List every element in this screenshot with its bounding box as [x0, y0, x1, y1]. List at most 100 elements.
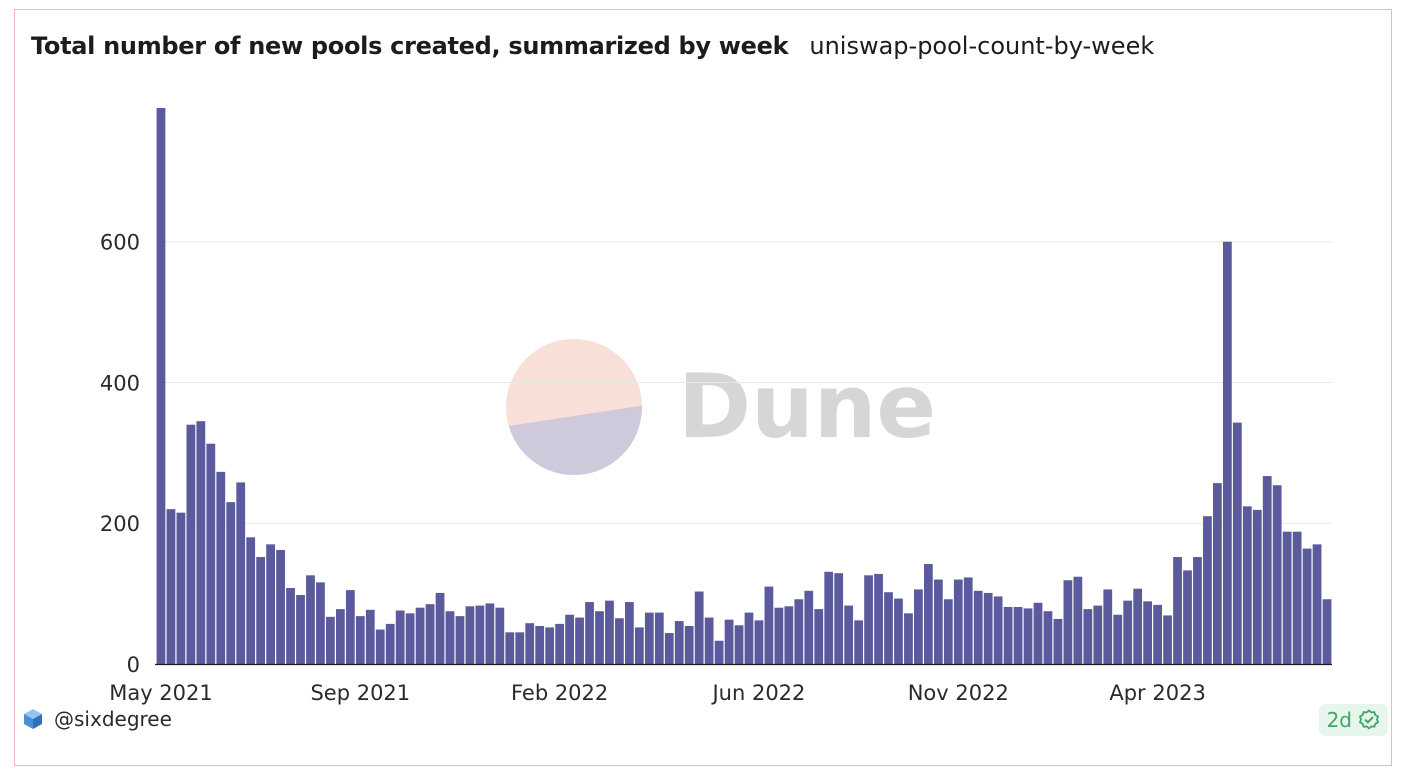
bar[interactable] — [764, 586, 774, 664]
bar[interactable] — [266, 544, 275, 664]
bar[interactable] — [644, 612, 654, 664]
bar[interactable] — [744, 612, 754, 664]
bar[interactable] — [1003, 606, 1013, 664]
bar[interactable] — [415, 607, 425, 664]
bar[interactable] — [904, 613, 913, 664]
bar[interactable] — [206, 443, 216, 664]
bar[interactable] — [854, 620, 863, 664]
bar[interactable] — [1173, 557, 1182, 664]
bar[interactable] — [1302, 548, 1312, 664]
bar[interactable] — [166, 509, 176, 664]
bar[interactable] — [1153, 604, 1162, 664]
bar[interactable] — [1093, 605, 1103, 664]
bar[interactable] — [694, 591, 704, 664]
bar[interactable] — [1013, 606, 1023, 664]
bar[interactable] — [485, 603, 495, 664]
bar[interactable] — [664, 633, 674, 664]
bar[interactable] — [634, 627, 644, 664]
bar[interactable] — [256, 557, 266, 664]
bar[interactable] — [674, 621, 684, 664]
bar[interactable] — [1113, 614, 1123, 664]
bar[interactable] — [1322, 599, 1332, 664]
bar[interactable] — [1213, 483, 1222, 664]
bar[interactable] — [983, 592, 993, 664]
bar[interactable] — [923, 564, 933, 664]
bar[interactable] — [1063, 580, 1073, 664]
bar[interactable] — [565, 614, 574, 664]
bar[interactable] — [425, 604, 435, 664]
bar[interactable] — [874, 573, 883, 664]
bar[interactable] — [525, 623, 535, 664]
bar[interactable] — [375, 629, 385, 664]
bar[interactable] — [1053, 618, 1063, 664]
bar[interactable] — [495, 607, 505, 664]
bar[interactable] — [505, 632, 515, 664]
bar[interactable] — [894, 598, 903, 664]
bar[interactable] — [1282, 531, 1292, 664]
bar[interactable] — [355, 616, 365, 664]
bar[interactable] — [714, 640, 724, 664]
bar[interactable] — [824, 571, 834, 664]
bar[interactable] — [345, 590, 355, 664]
bar[interactable] — [914, 589, 923, 664]
bar[interactable] — [475, 605, 485, 664]
bar[interactable] — [445, 611, 455, 664]
bar[interactable] — [405, 613, 415, 664]
bar[interactable] — [734, 625, 744, 664]
bar[interactable] — [365, 609, 375, 664]
bar[interactable] — [1133, 588, 1143, 664]
bar[interactable] — [1222, 241, 1232, 664]
bar[interactable] — [1033, 602, 1043, 664]
bar[interactable] — [236, 482, 246, 664]
bar[interactable] — [276, 549, 285, 664]
bar[interactable] — [834, 573, 844, 664]
bar[interactable] — [943, 599, 953, 664]
bar[interactable] — [933, 579, 943, 664]
bar[interactable] — [654, 612, 664, 664]
bar[interactable] — [864, 575, 873, 664]
bar[interactable] — [246, 537, 256, 664]
bar[interactable] — [286, 587, 295, 664]
freshness-badge[interactable]: 2d — [1318, 704, 1388, 736]
bar[interactable] — [595, 611, 604, 664]
bar[interactable] — [1143, 601, 1153, 664]
bar[interactable] — [1083, 609, 1093, 664]
bar[interactable] — [335, 609, 345, 664]
bar[interactable] — [385, 623, 395, 664]
bar[interactable] — [684, 625, 694, 664]
bar[interactable] — [1203, 516, 1212, 664]
bar[interactable] — [605, 600, 614, 664]
bar[interactable] — [804, 590, 814, 664]
bar[interactable] — [625, 602, 634, 664]
bar[interactable] — [465, 606, 475, 664]
bar[interactable] — [585, 602, 594, 664]
bar[interactable] — [176, 512, 186, 664]
bar[interactable] — [993, 596, 1003, 664]
bar[interactable] — [186, 424, 196, 664]
bar[interactable] — [814, 609, 824, 664]
bar[interactable] — [1043, 611, 1053, 664]
bar[interactable] — [754, 620, 764, 664]
bar[interactable] — [1073, 576, 1083, 664]
bar[interactable] — [1183, 570, 1192, 664]
bar[interactable] — [1232, 422, 1242, 664]
bar[interactable] — [575, 617, 584, 664]
query-name[interactable]: uniswap-pool-count-by-week — [809, 32, 1155, 60]
bar[interactable] — [784, 606, 794, 664]
bar[interactable] — [296, 595, 305, 664]
bar[interactable] — [515, 632, 525, 664]
bar[interactable] — [884, 592, 893, 664]
bar[interactable] — [1312, 544, 1322, 664]
bar[interactable] — [555, 623, 565, 664]
bar[interactable] — [1262, 476, 1272, 664]
bar[interactable] — [724, 619, 734, 664]
author[interactable]: @sixdegree — [22, 707, 172, 731]
bar[interactable] — [704, 617, 714, 664]
bar[interactable] — [216, 471, 226, 664]
bar[interactable] — [774, 607, 784, 664]
bar[interactable] — [953, 579, 963, 664]
bar[interactable] — [844, 605, 854, 664]
bar[interactable] — [306, 575, 315, 664]
bar[interactable] — [1023, 608, 1033, 664]
bar[interactable] — [1272, 485, 1282, 664]
